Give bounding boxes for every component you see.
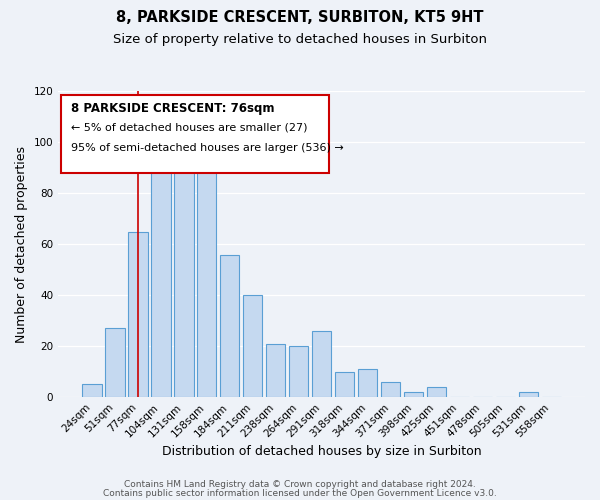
Text: 8, PARKSIDE CRESCENT, SURBITON, KT5 9HT: 8, PARKSIDE CRESCENT, SURBITON, KT5 9HT <box>116 10 484 25</box>
Text: 95% of semi-detached houses are larger (536) →: 95% of semi-detached houses are larger (… <box>71 144 344 154</box>
Bar <box>427 387 446 397</box>
Bar <box>381 382 400 397</box>
Text: 8 PARKSIDE CRESCENT: 76sqm: 8 PARKSIDE CRESCENT: 76sqm <box>71 102 275 115</box>
Text: Size of property relative to detached houses in Surbiton: Size of property relative to detached ho… <box>113 32 487 46</box>
Text: ← 5% of detached houses are smaller (27): ← 5% of detached houses are smaller (27) <box>71 122 308 132</box>
Bar <box>82 384 101 397</box>
Bar <box>289 346 308 397</box>
Text: Contains HM Land Registry data © Crown copyright and database right 2024.: Contains HM Land Registry data © Crown c… <box>124 480 476 489</box>
Bar <box>197 170 217 397</box>
Y-axis label: Number of detached properties: Number of detached properties <box>15 146 28 343</box>
Bar <box>243 296 262 397</box>
Bar <box>312 331 331 397</box>
Bar <box>358 369 377 397</box>
Bar <box>105 328 125 397</box>
Bar <box>266 344 286 397</box>
Text: Contains public sector information licensed under the Open Government Licence v3: Contains public sector information licen… <box>103 488 497 498</box>
Bar <box>128 232 148 397</box>
Bar <box>404 392 423 397</box>
Bar <box>335 372 355 397</box>
Bar <box>151 166 170 397</box>
Bar <box>220 254 239 397</box>
FancyBboxPatch shape <box>61 94 329 172</box>
Bar <box>518 392 538 397</box>
Bar <box>174 152 194 397</box>
X-axis label: Distribution of detached houses by size in Surbiton: Distribution of detached houses by size … <box>162 444 481 458</box>
